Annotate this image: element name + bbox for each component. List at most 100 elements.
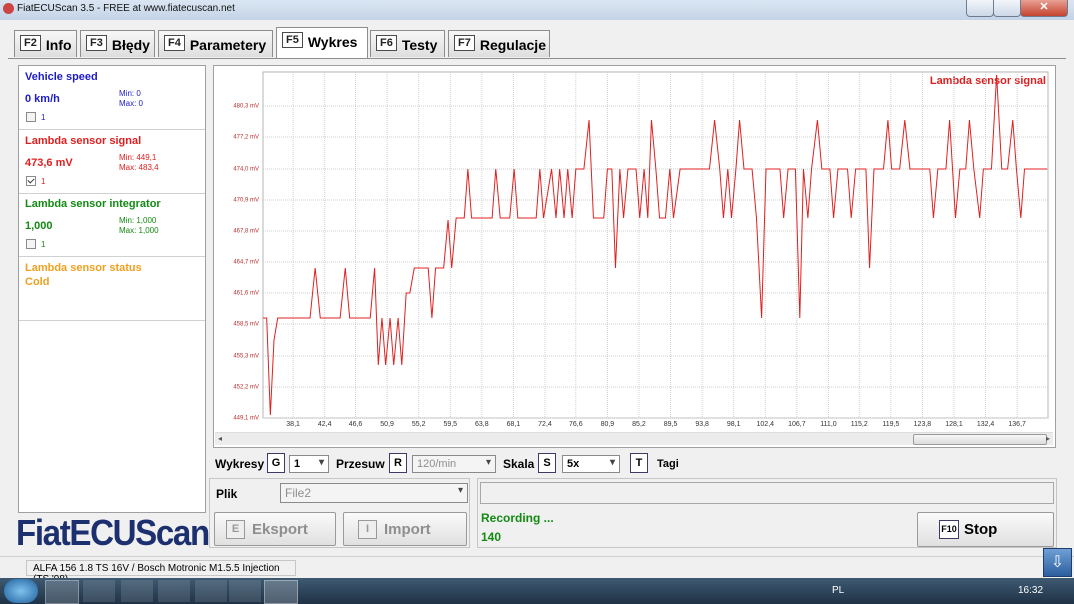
x-tick-label: 115,2	[851, 421, 868, 428]
sensor-checkbox-label: 1	[41, 113, 46, 122]
start-button[interactable]	[4, 579, 38, 603]
stop-label: Stop	[964, 521, 998, 538]
export-button[interactable]: E Eksport	[214, 512, 336, 546]
scale-combo[interactable]: 5x	[562, 455, 620, 473]
tab-label: Parametery	[189, 37, 267, 53]
x-tick-label: 80,9	[601, 421, 615, 428]
sensor-block: Lambda sensor status Cold	[19, 257, 205, 321]
stop-button[interactable]: F10 Stop	[917, 512, 1054, 547]
x-tick-label: 72,4	[538, 421, 552, 428]
sensor-checkbox[interactable]	[26, 175, 36, 186]
scale-label: Skala	[503, 457, 535, 471]
sensor-max: Max: 0	[119, 99, 144, 108]
tab[interactable]: F3 Błędy	[80, 30, 155, 57]
y-tick-label: 449,1 mV	[233, 416, 259, 422]
close-button[interactable]: ✕	[1020, 0, 1068, 17]
shift-combo[interactable]: 120/min	[412, 455, 496, 473]
y-tick-label: 464,7 mV	[233, 260, 259, 266]
sensor-min: Min: 1,000	[119, 216, 157, 225]
sensor-value: Cold	[25, 275, 50, 288]
taskbar-app[interactable]	[45, 580, 79, 604]
sensor-name: Lambda sensor status	[25, 261, 142, 274]
y-tick-label: 461,6 mV	[233, 291, 259, 297]
tab-key: F6	[376, 35, 397, 51]
charts-combo[interactable]: 1	[289, 455, 329, 473]
horizontal-scrollbar[interactable]: ◂ ▸	[215, 432, 1053, 445]
plot-area	[262, 71, 1049, 419]
shift-label: Przesuw	[336, 457, 385, 471]
sensor-block: Lambda sensor signal 473,6 mV Min: 449,1 Ma…	[19, 130, 205, 194]
taskbar-app[interactable]	[83, 580, 115, 602]
sensor-checkbox[interactable]	[26, 239, 36, 249]
window-title: FiatECUScan 3.5 - FREE at www.fiatecusca…	[17, 3, 235, 14]
charts-key[interactable]: G	[267, 453, 285, 473]
import-label: Import	[384, 521, 431, 538]
maximize-button[interactable]	[993, 0, 1021, 17]
sensor-checkbox[interactable]	[26, 112, 36, 122]
sensor-panel: Vehicle speed 0 km/h Min: 0 Max: 0 1 Lambda s…	[18, 65, 206, 513]
taskbar: PL 16:32	[0, 578, 1074, 604]
language-indicator[interactable]: PL	[832, 585, 845, 596]
file-combo[interactable]: File2	[280, 483, 468, 503]
chart-title: Lambda sensor signal	[930, 75, 1046, 87]
tab-label: Wykres	[307, 34, 358, 50]
tab-key: F7	[454, 35, 475, 51]
title-bar: FiatECUScan 3.5 - FREE at www.fiatecusca…	[0, 0, 1074, 20]
x-tick-label: 93,8	[695, 421, 709, 428]
y-tick-label: 458,5 mV	[233, 322, 259, 328]
tab-label: Testy	[401, 37, 438, 53]
sensor-name: Vehicle speed	[25, 71, 98, 83]
minimize-button[interactable]	[966, 0, 994, 17]
scale-key[interactable]: S	[538, 453, 556, 473]
file-group	[209, 478, 470, 548]
sensor-value: 1,000	[25, 220, 53, 232]
scroll-thumb[interactable]	[913, 434, 1047, 445]
y-tick-label: 452,2 mV	[233, 385, 259, 391]
scroll-down-button[interactable]: ⇩	[1043, 548, 1072, 577]
status-bar: ALFA 156 1.8 TS 16V / Bosch Motronic M1.…	[0, 556, 1074, 585]
tab-key: F2	[20, 35, 41, 51]
tab[interactable]: F4 Parametery	[158, 30, 273, 57]
sensor-value: 473,6 mV	[25, 156, 73, 169]
x-tick-label: 119,5	[882, 421, 899, 428]
tab[interactable]: F5 Wykres	[276, 27, 368, 59]
tab[interactable]: F2 Info	[14, 30, 77, 57]
taskbar-app[interactable]	[229, 580, 261, 602]
y-tick-label: 455,3 mV	[233, 354, 259, 360]
x-tick-label: 89,5	[664, 421, 678, 428]
x-tick-label: 59,5	[443, 421, 457, 428]
sensor-max: Max: 1,000	[119, 226, 159, 235]
x-tick-label: 68,1	[507, 421, 521, 428]
scroll-right-arrow[interactable]: ▸	[1046, 434, 1051, 443]
x-tick-label: 63,8	[475, 421, 489, 428]
sensor-value: 0 km/h	[25, 93, 60, 105]
sensor-min: Min: 449,1	[119, 152, 157, 162]
scroll-left-arrow[interactable]: ◂	[218, 434, 223, 443]
import-button[interactable]: I Import	[343, 512, 467, 546]
file-label: Plik	[216, 487, 238, 501]
tab-label: Info	[45, 37, 72, 53]
y-tick-label: 470,9 mV	[233, 198, 259, 204]
taskbar-app[interactable]	[121, 580, 153, 602]
tags-key[interactable]: T	[630, 453, 648, 473]
import-key: I	[358, 520, 377, 539]
tab[interactable]: F6 Testy	[370, 30, 445, 57]
tab-key: F4	[164, 35, 185, 51]
taskbar-app[interactable]	[158, 580, 190, 602]
x-tick-label: 46,6	[349, 421, 363, 428]
shift-key[interactable]: R	[389, 453, 407, 473]
tab-label: Regulacje	[479, 37, 546, 53]
x-tick-label: 102,4	[757, 421, 775, 428]
chart: Lambda sensor signal 449,1 mV 452,2 mV 455…	[233, 71, 1049, 428]
taskbar-app[interactable]	[264, 580, 298, 604]
logo: FiatECUScan	[16, 512, 210, 553]
x-tick-label: 38,1	[286, 421, 300, 428]
tab[interactable]: F7 Regulacje	[448, 30, 550, 57]
x-tick-label: 136,7	[1008, 421, 1026, 428]
clock: 16:32	[1018, 585, 1044, 596]
taskbar-app[interactable]	[195, 580, 227, 602]
x-tick-label: 132,4	[977, 421, 995, 428]
x-tick-label: 42,4	[318, 421, 332, 428]
sensor-name: Lambda sensor integrator	[25, 198, 161, 210]
